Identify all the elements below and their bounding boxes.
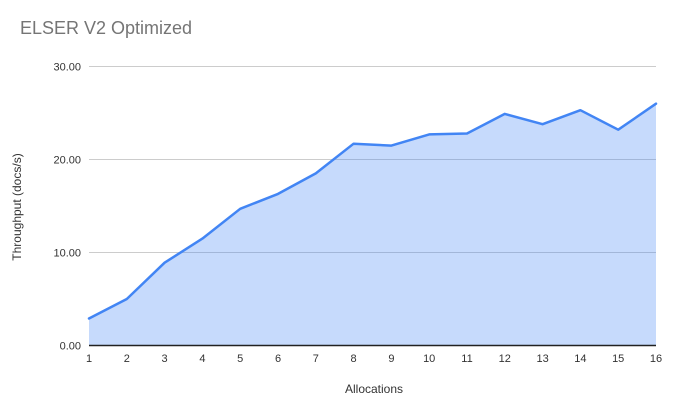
y-tick-label: 30.00 [53, 62, 81, 74]
x-tick-label: 1 [86, 353, 92, 365]
x-tick-label: 5 [237, 353, 243, 365]
x-tick-label: 7 [313, 353, 319, 365]
x-tick-label: 2 [124, 353, 130, 365]
x-tick-label: 6 [275, 353, 281, 365]
area-fill [89, 103, 656, 346]
x-tick-label: 4 [199, 353, 205, 365]
x-tick-label: 10 [423, 353, 435, 365]
series-line [87, 102, 658, 320]
x-tick-label: 16 [650, 353, 662, 365]
x-tick-label: 9 [388, 353, 394, 365]
x-tick-label: 13 [536, 353, 548, 365]
x-tick-label: 8 [351, 353, 357, 365]
x-tick-label: 14 [574, 353, 586, 365]
x-tick-label: 15 [612, 353, 624, 365]
x-tick-label: 12 [499, 353, 511, 365]
x-tick-label: 3 [162, 353, 168, 365]
y-tick-label: 0.00 [60, 341, 81, 353]
y-tick-label: 20.00 [53, 155, 81, 167]
chart-title: ELSER V2 Optimized [20, 18, 193, 38]
x-axis-title: Allocations [344, 382, 404, 396]
y-tick-label: 10.00 [53, 248, 81, 260]
x-tick-label: 11 [461, 353, 472, 365]
